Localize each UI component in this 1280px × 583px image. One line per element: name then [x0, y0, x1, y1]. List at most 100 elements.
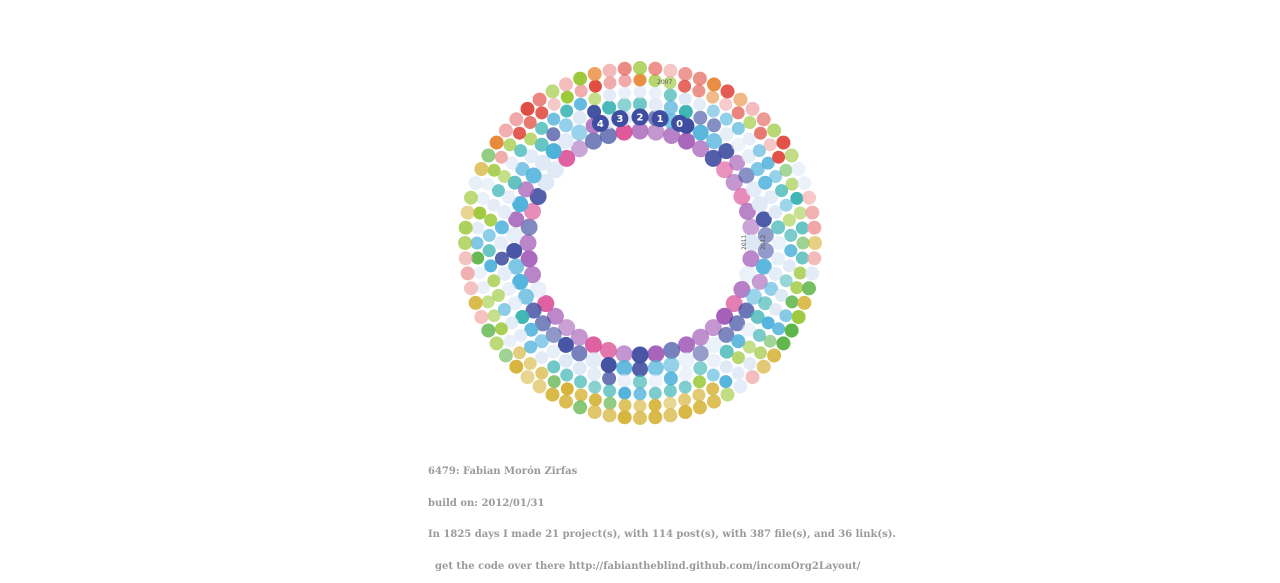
ring-dot [648, 410, 663, 425]
ring-dot [796, 236, 810, 250]
ring-dot [515, 162, 530, 176]
ring-dot [534, 137, 549, 152]
ring-dot [505, 156, 519, 170]
ring-dot [633, 85, 647, 99]
ring-dot [706, 368, 720, 382]
ring-dot [776, 135, 791, 150]
ring-dot [618, 74, 632, 88]
ring-dot [692, 71, 707, 86]
ring-dot [648, 61, 663, 76]
ring-dot [497, 205, 512, 220]
ring-dot [618, 386, 632, 400]
ring-dot [545, 387, 560, 402]
ring-dot [537, 173, 555, 191]
ring-dot [574, 84, 588, 98]
ring-dot [648, 398, 662, 412]
ring-dot [743, 116, 757, 129]
ring-dot [585, 336, 602, 354]
ring-dot [509, 112, 524, 127]
ring-dot [523, 116, 537, 129]
ring-dot [505, 316, 519, 330]
ring-dot [514, 144, 528, 158]
caption-code-link[interactable]: get the code over there http://fabianthe… [428, 560, 861, 572]
ring-dot [731, 351, 745, 365]
ring-dot [733, 188, 751, 205]
ring-dot [574, 388, 588, 402]
ring-dot [574, 97, 587, 111]
ring-dot [497, 303, 511, 316]
ring-dot [587, 104, 602, 119]
countdown-number: 3 [616, 114, 623, 125]
ring-dot [482, 244, 496, 258]
year-label-top: 2007 [657, 79, 672, 86]
ring-dot [719, 112, 733, 126]
ring-dot [487, 163, 501, 177]
ring-dot [808, 236, 822, 250]
ring-dot [535, 351, 549, 365]
ring-dot [474, 310, 489, 324]
ring-dot [807, 251, 822, 266]
ring-dot [512, 273, 529, 290]
ring-dot [772, 236, 786, 250]
ring-dot [494, 236, 508, 250]
ring-dot [771, 251, 786, 266]
ring-dot [602, 408, 617, 423]
countdown-dot [651, 110, 669, 128]
ring-dot [733, 281, 751, 298]
ring-dot [615, 123, 633, 141]
ring-dot [784, 228, 798, 242]
ring-dot [733, 92, 748, 107]
ring-dot [476, 281, 490, 295]
ring-dot [603, 88, 617, 102]
ring-dot [518, 181, 534, 198]
ring-dot [506, 227, 523, 244]
ring-dot [763, 334, 777, 348]
ring-dot [678, 352, 695, 369]
ring-dot [731, 334, 746, 349]
ring-dot [473, 266, 487, 280]
ring-dot [791, 310, 806, 324]
ring-dot [706, 90, 720, 104]
ring-dot [719, 127, 734, 142]
ring-dot [571, 124, 588, 141]
ring-dot [758, 296, 773, 311]
ring-dot [460, 205, 475, 220]
caption-summary: In 1825 days I made 21 project(s), with … [428, 529, 896, 540]
ring-dot [497, 170, 511, 183]
ring-dot [716, 161, 734, 179]
ring-dot [706, 104, 720, 118]
ring-dot [678, 380, 692, 394]
ring-dot [784, 244, 798, 258]
ring-dot [481, 323, 496, 338]
ring-dot [775, 184, 789, 198]
ring-dot [602, 63, 617, 78]
ring-dot [663, 396, 677, 410]
ring-dot [484, 213, 498, 227]
ring-dot [599, 127, 617, 144]
ring-dot [513, 346, 526, 360]
ring-dot [805, 266, 820, 281]
ring-dot [707, 118, 721, 133]
year-label-side: 2012 [760, 235, 767, 250]
ring-dot [560, 368, 574, 382]
ring-dot [720, 387, 735, 402]
ring-dot [647, 360, 664, 376]
ring-dot [616, 360, 633, 376]
caption-title: 6479: Fabian Morón Zirfas [428, 466, 578, 477]
ring-dot [618, 398, 632, 412]
ring-dot [560, 382, 574, 396]
year-label-side: 2011 [741, 235, 748, 250]
ring-dot [779, 198, 793, 212]
ring-dot [509, 359, 524, 374]
ring-dot [692, 84, 706, 98]
ring-dot [648, 97, 663, 112]
ring-dot [487, 198, 501, 212]
ring-dot [719, 97, 733, 111]
ring-dot [764, 281, 779, 296]
ring-dot [769, 170, 783, 183]
caption-block: 6479: Fabian Morón Zirfas build on: 2012… [428, 446, 948, 583]
ring-dot [494, 251, 509, 266]
ring-dot [546, 127, 561, 142]
ring-dot [795, 221, 809, 235]
ring-dot [546, 344, 561, 359]
